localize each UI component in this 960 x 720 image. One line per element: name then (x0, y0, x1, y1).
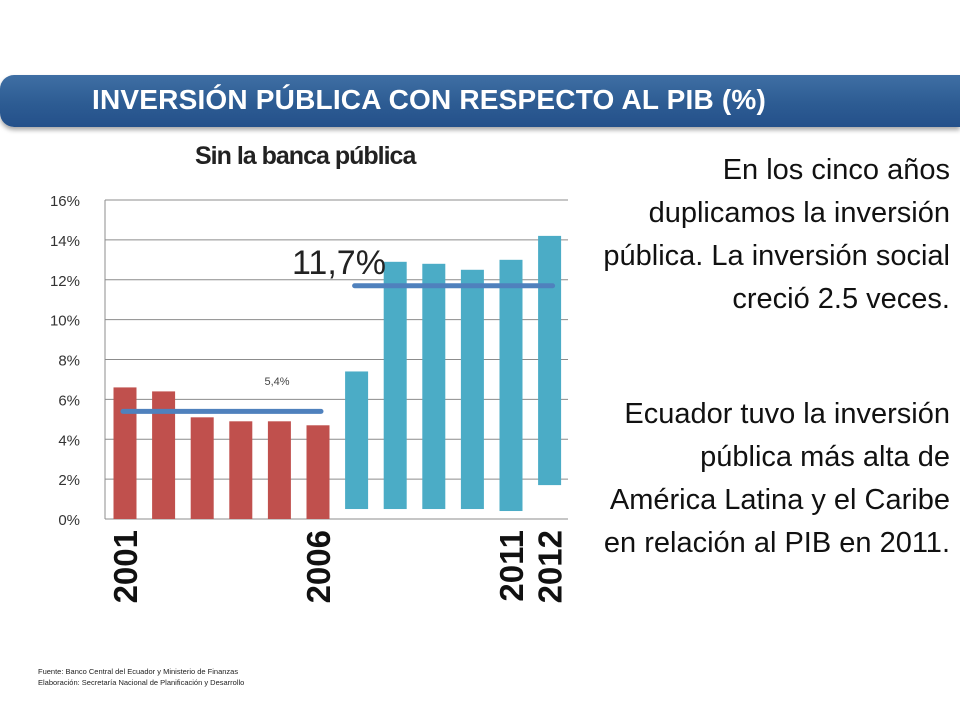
y-tick-label: 6% (58, 392, 80, 409)
bar-2010 (460, 269, 484, 510)
bar-2008 (383, 261, 407, 510)
title-banner: INVERSIÓN PÚBLICA CON RESPECTO AL PIB (%… (0, 75, 960, 127)
bar-2006 (306, 425, 330, 519)
elaboration-line: Elaboración: Secretaría Nacional de Plan… (38, 678, 245, 687)
bar-2011 (499, 259, 523, 512)
y-tick-label: 8% (58, 353, 80, 370)
x-tick-label-2012: 2012 (532, 530, 569, 603)
x-tick-label-2006: 2006 (300, 530, 337, 603)
y-tick-label: 2% (58, 472, 80, 489)
slide-title: INVERSIÓN PÚBLICA CON RESPECTO AL PIB (%… (92, 84, 767, 115)
y-tick-label: 14% (50, 233, 80, 250)
y-tick-label: 16% (50, 193, 80, 210)
bar-2004 (229, 421, 253, 519)
text-paragraph-2: Ecuador tuvo la inversión pública más al… (603, 398, 950, 559)
bar-2012 (538, 235, 562, 486)
average-label-2: 11,7% (292, 244, 386, 282)
y-tick-label: 4% (58, 432, 80, 449)
bar-2007 (345, 371, 369, 510)
y-tick-label: 12% (50, 273, 80, 290)
x-tick-label-2001: 2001 (107, 530, 144, 603)
bar-2003 (190, 417, 214, 519)
average-label-1: 5,4% (264, 376, 289, 388)
source-note: Fuente: Banco Central del Ecuador y Mini… (38, 666, 244, 688)
source-line: Fuente: Banco Central del Ecuador y Mini… (38, 667, 239, 676)
x-tick-label-2011: 2011 (493, 530, 530, 602)
text-paragraph-1: En los cinco años duplicamos la inversió… (603, 154, 950, 315)
bar-chart: 0% 2% 4% 6% 8% 10% 12% 14% 16% 5,4% 11,7% 2001 2006 2… (50, 193, 569, 603)
y-tick-label: 10% (50, 313, 80, 330)
bar-2005 (267, 421, 291, 519)
bar-2001 (113, 387, 137, 519)
y-tick-label: 0% (58, 512, 80, 529)
bar-2002 (152, 391, 176, 519)
bar-2009 (422, 263, 446, 510)
chart-title: Sin la banca pública (195, 142, 416, 170)
